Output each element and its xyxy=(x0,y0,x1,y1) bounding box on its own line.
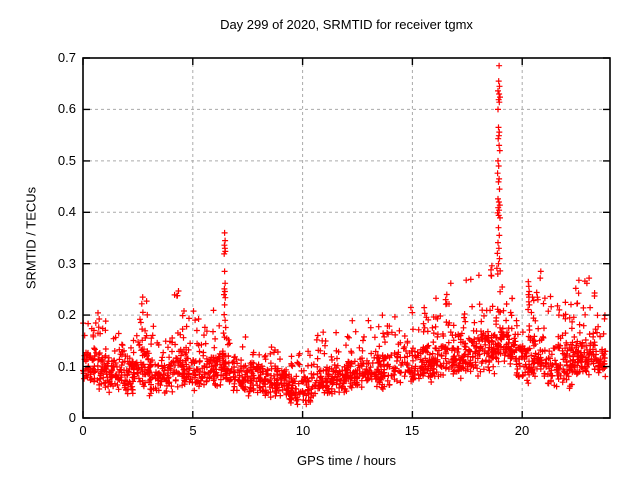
x-axis-label: GPS time / hours xyxy=(297,453,396,468)
x-tick-label: 0 xyxy=(79,423,87,438)
y-tick-label: 0.4 xyxy=(57,204,76,219)
x-tick-label: 5 xyxy=(189,423,197,438)
x-tick-label: 10 xyxy=(295,423,311,438)
chart-title: Day 299 of 2020, SRMTID for receiver tgm… xyxy=(220,17,473,32)
scatter-points xyxy=(80,62,609,408)
y-tick-label: 0.2 xyxy=(57,307,76,322)
grid-lines xyxy=(83,58,610,418)
x-tick-label: 20 xyxy=(514,423,530,438)
y-tick-label: 0.7 xyxy=(57,50,76,65)
y-tick-label: 0 xyxy=(68,410,76,425)
y-tick-label: 0.6 xyxy=(57,101,76,116)
y-tick-label: 0.5 xyxy=(57,153,76,168)
y-axis-label: SRMTID / TECUs xyxy=(23,186,39,290)
y-tick-label: 0.3 xyxy=(57,256,76,271)
y-tick-label: 0.1 xyxy=(57,359,76,374)
x-tick-label: 15 xyxy=(404,423,420,438)
plot-border xyxy=(82,57,611,419)
